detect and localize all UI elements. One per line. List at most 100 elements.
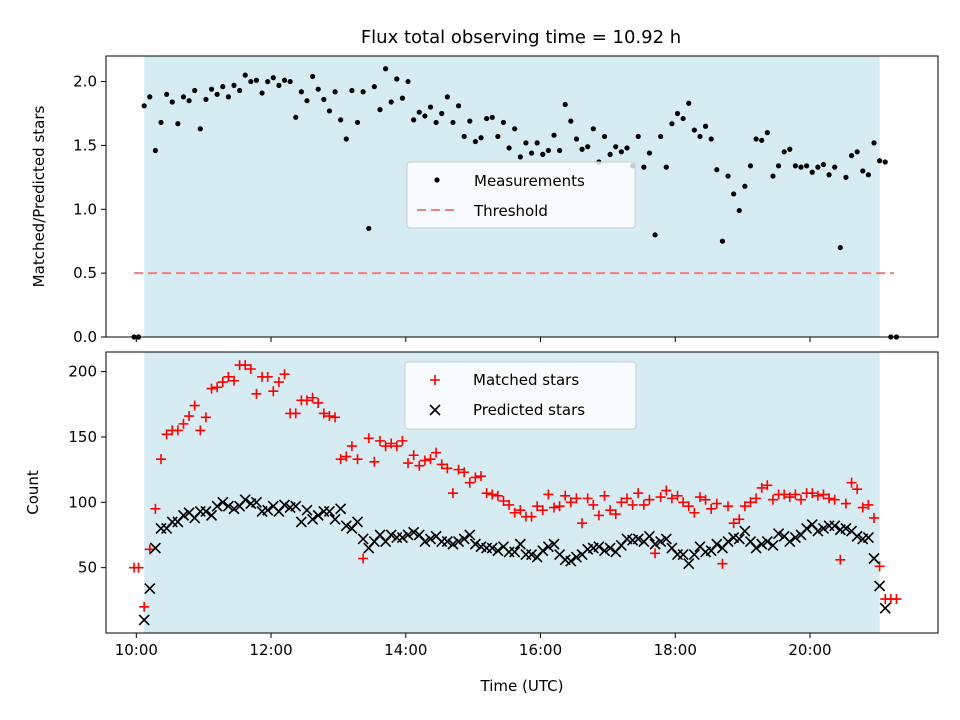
matched-point (492, 490, 503, 501)
matched-point (577, 518, 588, 529)
matched-point (650, 548, 661, 559)
matched-point (852, 484, 863, 495)
matched-point (835, 554, 846, 565)
matched-point (442, 463, 453, 474)
predicted-point (228, 503, 240, 515)
matched-point (391, 441, 402, 452)
matched-point (790, 489, 801, 500)
matched-point (172, 425, 183, 436)
measurement-point (775, 163, 782, 169)
matched-point (840, 498, 851, 509)
matched-point (217, 377, 228, 388)
measurement-point (848, 153, 855, 159)
matched-point (846, 477, 857, 488)
matched-point (459, 467, 470, 478)
predicted-point (340, 520, 352, 532)
matched-point (717, 558, 728, 569)
predicted-point (295, 516, 307, 528)
predicted-point (211, 500, 223, 512)
predicted-point (458, 533, 470, 545)
predicted-point (750, 542, 762, 554)
matched-point (571, 493, 582, 504)
predicted-point (874, 580, 886, 592)
predicted-point (655, 535, 667, 548)
matched-point (374, 435, 385, 446)
predicted-point (222, 500, 234, 512)
measurement-point (663, 164, 669, 170)
count-legend: Matched stars Predicted stars (404, 361, 637, 430)
predicted-point (851, 530, 863, 542)
measurement-point (354, 119, 361, 126)
matched-point (812, 490, 823, 501)
predicted-point (138, 614, 150, 626)
measurement-point (315, 86, 321, 92)
measurement-point (225, 94, 231, 100)
measurement-point (214, 91, 220, 97)
predicted-point (593, 541, 605, 553)
measurement-point (405, 78, 411, 85)
predicted-point (408, 526, 420, 538)
predicted-point (643, 530, 656, 542)
predicted-point (200, 505, 212, 518)
predicted-point (351, 516, 364, 528)
matched-point (739, 501, 750, 512)
matched-point (150, 503, 161, 514)
matched-point (560, 490, 571, 501)
matched-point (470, 472, 481, 483)
measurement-point (528, 150, 535, 156)
measurement-point (601, 133, 608, 140)
measurement-point (192, 87, 198, 94)
matched-point (537, 505, 548, 516)
measurement-point (203, 96, 209, 103)
measurement-point (725, 173, 731, 179)
matched-point (672, 490, 683, 501)
measurement-point (478, 135, 484, 141)
measurement-point (309, 73, 316, 80)
matched-point (290, 408, 301, 419)
measurement-point (242, 72, 248, 78)
matched-point (863, 499, 874, 510)
measurement-point (669, 121, 675, 127)
predicted-point (312, 509, 324, 521)
predicted-point (677, 549, 689, 561)
matched-point (200, 412, 211, 423)
matched-point (599, 490, 610, 501)
measurement-point (461, 133, 467, 140)
measurement-point (253, 77, 260, 83)
measurement-point (281, 77, 288, 83)
matched-point (335, 454, 346, 465)
predicted-point (419, 535, 431, 548)
measurement-point (489, 114, 495, 120)
predicted-point (239, 494, 251, 506)
measurement-point (708, 136, 714, 142)
measurement-point (422, 113, 428, 119)
matched-point (268, 386, 279, 397)
predicted-point (469, 538, 481, 550)
measurement-point (719, 238, 726, 244)
measurement-point (877, 158, 883, 164)
matched-point (419, 455, 430, 466)
predicted-point (492, 545, 504, 557)
matched-point (734, 514, 745, 525)
measurement-point (747, 163, 754, 169)
measurement-point (343, 136, 349, 142)
measurement-point (674, 110, 681, 117)
matched-point (307, 392, 318, 403)
measurement-point (265, 78, 271, 85)
matched-point (784, 492, 795, 503)
measurement-point (416, 109, 422, 115)
matched-point (397, 435, 408, 446)
matched-point (184, 411, 195, 422)
count-y-tick-label-0: 50 (78, 559, 97, 577)
predicted-point (307, 513, 319, 525)
measurement-point (691, 127, 697, 133)
matched-point (380, 441, 391, 452)
matched-point (661, 485, 672, 496)
measurement-point (568, 118, 574, 124)
matched-point (318, 408, 329, 419)
measurement-point (259, 90, 265, 96)
measurement-point (433, 119, 439, 126)
predicted-point (688, 549, 700, 561)
matched-point (386, 438, 397, 449)
